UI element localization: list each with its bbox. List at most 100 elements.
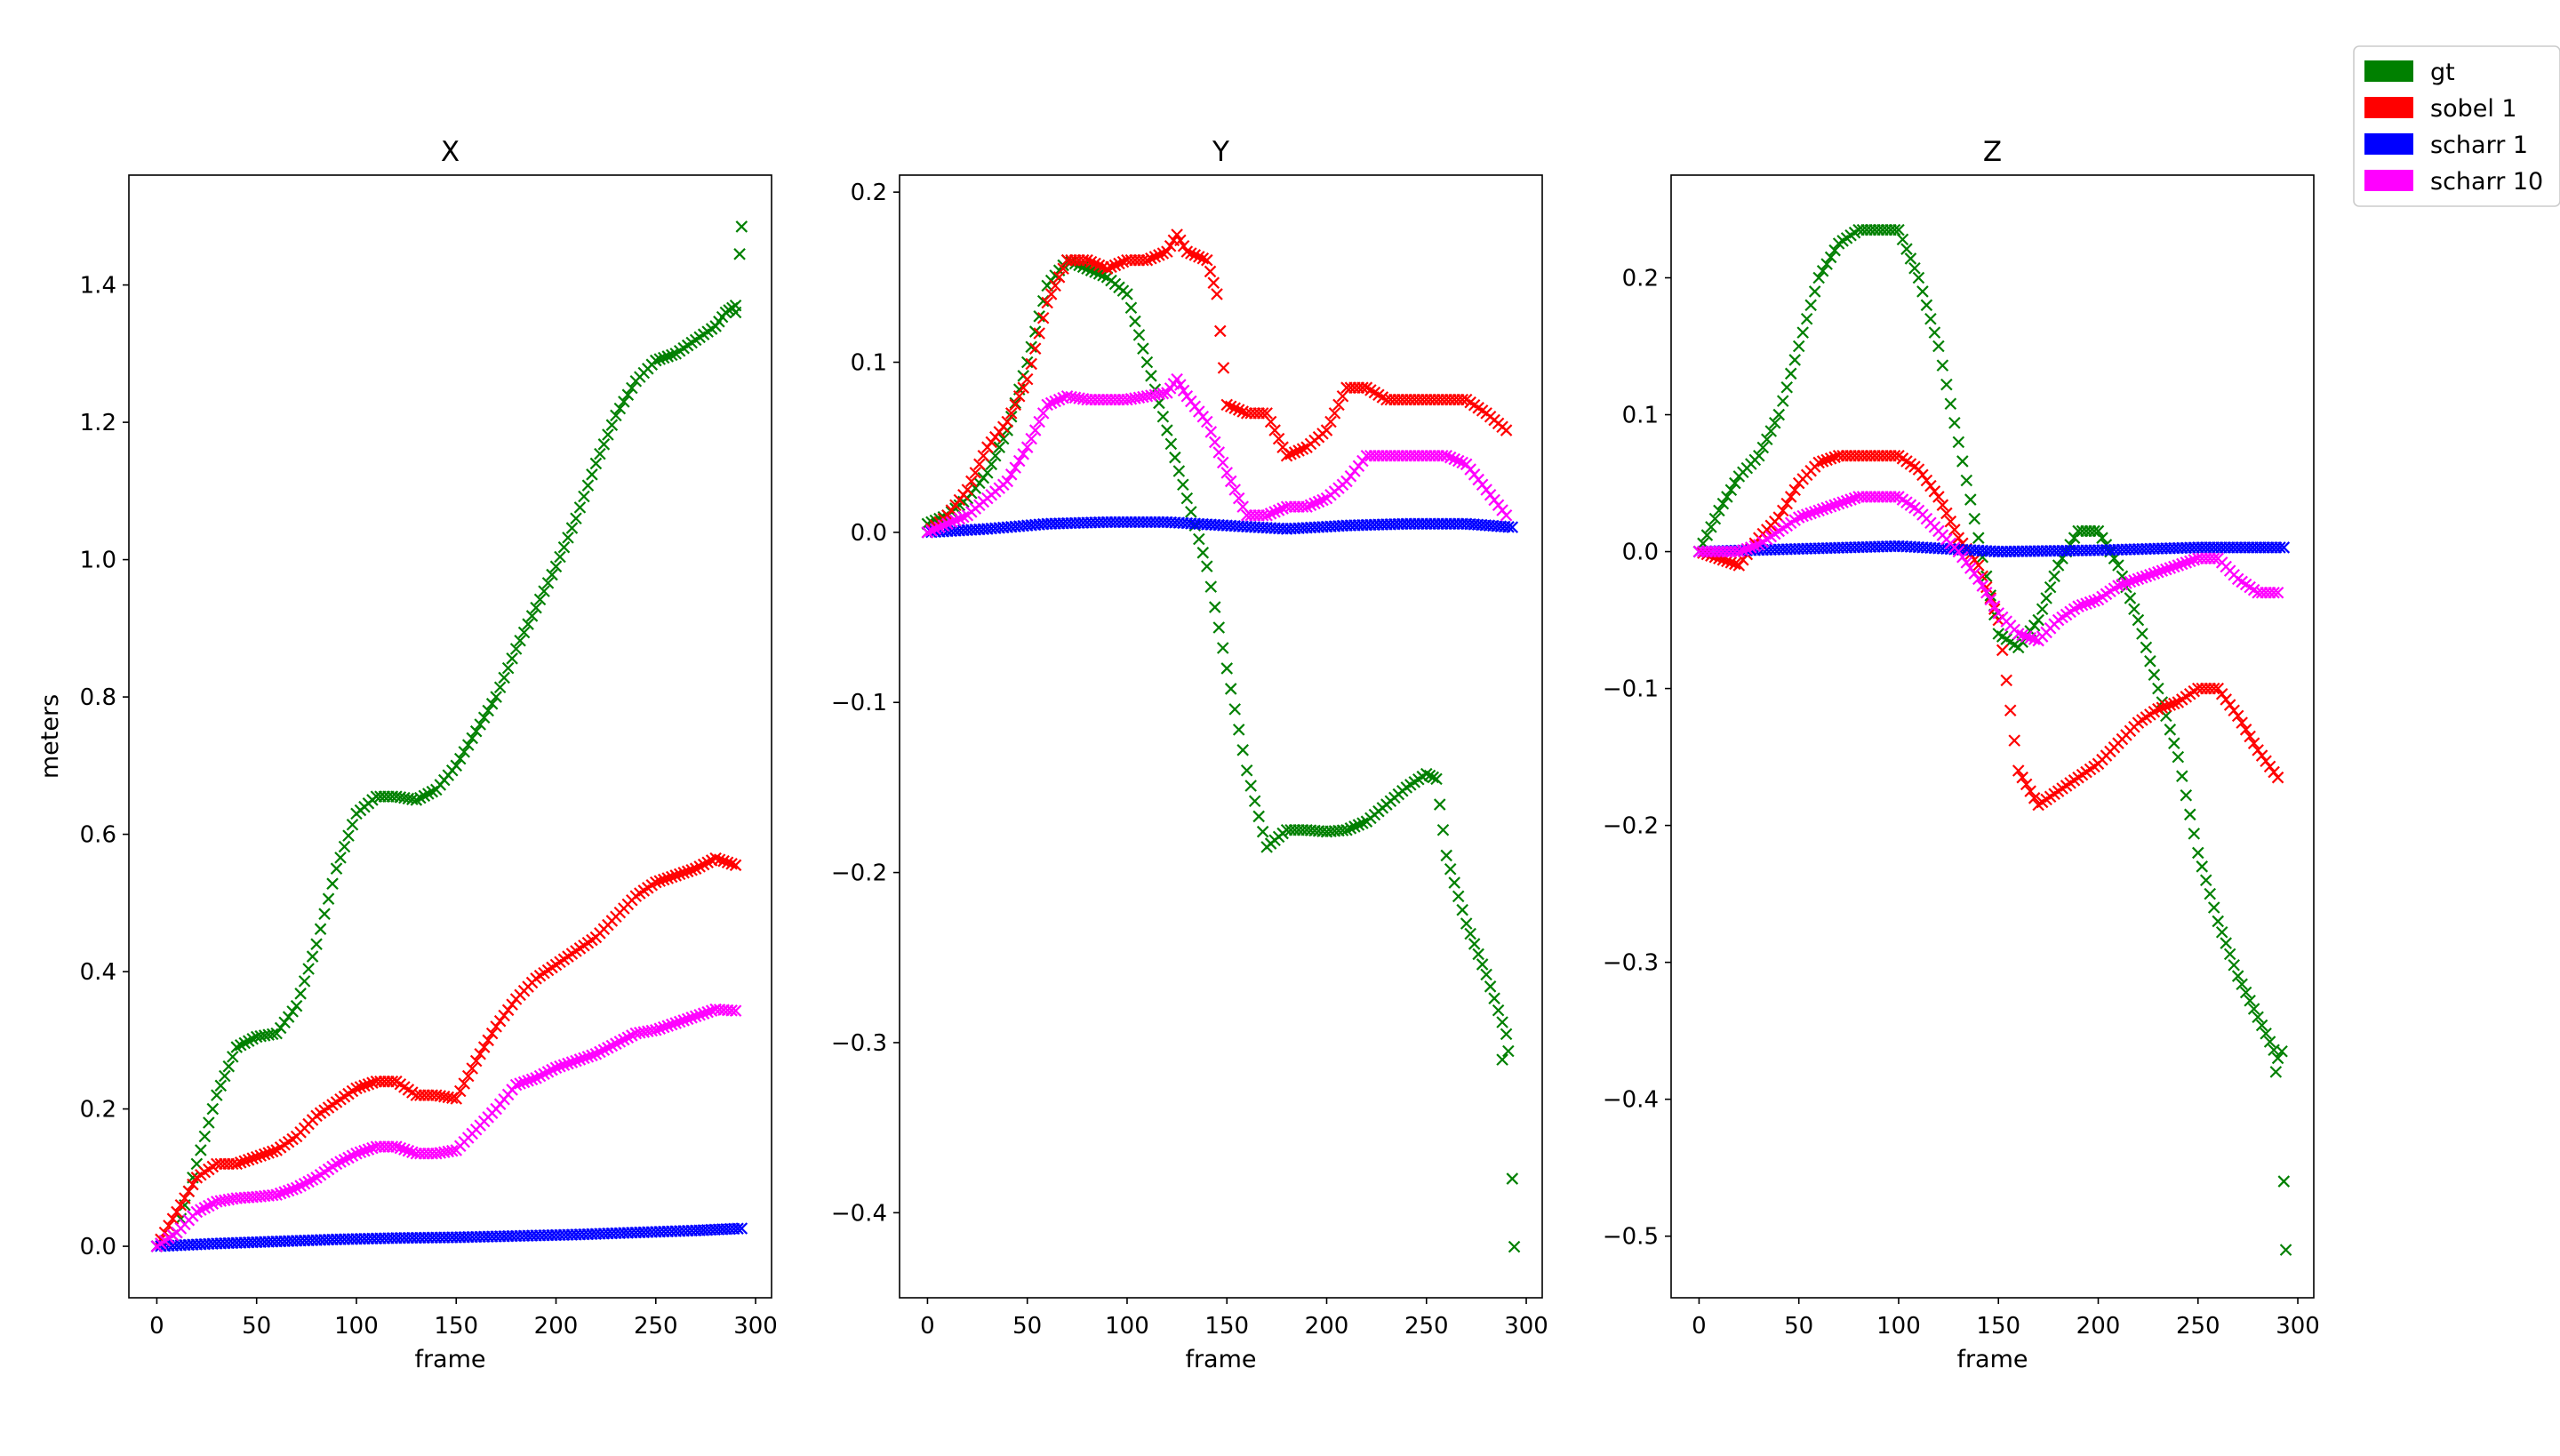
data-point (1193, 251, 1205, 263)
data-point (1049, 395, 1061, 408)
data-point (1213, 324, 1227, 338)
data-point (1745, 541, 1757, 554)
data-point (485, 698, 499, 710)
chart-panels: 0 50 100 150 200 250 300 0.0 0.2 0.4 0.6 0.8 1.0 1.2 1… (36, 136, 2320, 1373)
data-point (2255, 1019, 2268, 1032)
data-point (649, 876, 662, 889)
data-point (1800, 312, 1813, 325)
data-point (1940, 507, 1953, 520)
series-gt (1692, 223, 2284, 1065)
y-tick-label: −0.1 (1603, 676, 1659, 703)
data-point (1916, 285, 1929, 298)
data-point (274, 1187, 287, 1200)
y-axis-label: meters (36, 694, 64, 779)
data-point (2092, 524, 2105, 538)
data-point (649, 1023, 662, 1036)
data-point (1713, 504, 1725, 517)
legend-swatch (2364, 97, 2413, 118)
data-point (1792, 340, 1805, 353)
y-tick-label: 0.0 (851, 520, 887, 547)
data-point (1506, 1172, 1519, 1185)
data-point (2012, 628, 2025, 640)
data-point (1320, 424, 1333, 436)
x-tick-label: 50 (1784, 1313, 1813, 1340)
data-point (1201, 415, 1213, 428)
data-point (1020, 356, 1034, 369)
data-point (477, 1041, 491, 1053)
data-point (1180, 492, 1194, 505)
data-point (1316, 493, 1329, 507)
x-tick-label: 0 (149, 1313, 164, 1340)
data-point (171, 1205, 183, 1219)
data-point (318, 908, 331, 920)
data-point (2180, 788, 2193, 802)
data-point (1012, 389, 1026, 403)
legend-swatch (2364, 133, 2413, 155)
data-point (933, 512, 946, 525)
data-point (2239, 986, 2252, 999)
data-point (1304, 499, 1317, 512)
data-point (2128, 603, 2140, 616)
data-point (562, 532, 574, 544)
data-point (322, 892, 335, 905)
x-tick-label: 50 (1012, 1313, 1042, 1340)
y-tick-label: 1.2 (80, 410, 116, 436)
legend-swatch (2364, 60, 2413, 82)
data-point (2160, 563, 2172, 576)
data-point (2004, 704, 2017, 717)
data-point (713, 853, 726, 866)
data-point (2024, 785, 2036, 797)
y-tick-label: 1.0 (80, 548, 116, 574)
data-point (2112, 580, 2124, 592)
data-point (2168, 697, 2180, 710)
y-tick-label: 0.0 (1622, 540, 1659, 566)
data-point (354, 1081, 367, 1093)
legend-label: gt (2430, 59, 2455, 86)
data-point (362, 1143, 375, 1156)
data-point (1776, 504, 1789, 517)
data-point (2247, 737, 2260, 749)
data-point (1708, 512, 1722, 525)
data-point (1171, 228, 1183, 241)
data-point (2252, 744, 2264, 756)
data-point (453, 1084, 467, 1098)
data-point (2152, 702, 2164, 716)
data-point (1748, 540, 1762, 553)
data-point (1148, 251, 1162, 263)
data-point (1153, 249, 1165, 261)
data-point (1348, 820, 1361, 833)
data-point (1912, 271, 1925, 284)
data-point (1140, 356, 1154, 369)
data-point (286, 1005, 299, 1018)
data-point (1204, 580, 1218, 593)
data-point (1892, 223, 1905, 236)
data-point (1502, 1044, 1515, 1058)
data-point (735, 1222, 748, 1235)
data-point (1888, 449, 1901, 462)
data-point (1968, 567, 1981, 580)
data-point (1140, 253, 1154, 267)
data-point (1968, 512, 1981, 525)
data-point (949, 514, 962, 527)
data-point (2184, 808, 2196, 821)
data-point (1188, 249, 1202, 261)
data-point (1836, 496, 1849, 508)
data-point (2048, 570, 2060, 583)
data-point (450, 1092, 463, 1105)
data-point (509, 1078, 523, 1092)
data-point (522, 1075, 534, 1087)
data-point (657, 1020, 670, 1034)
data-point (1041, 296, 1053, 309)
data-point (929, 523, 942, 535)
data-point (1028, 342, 1042, 355)
x-tick-label: 150 (1204, 1313, 1249, 1340)
data-point (1972, 532, 1985, 544)
data-point (665, 348, 678, 362)
x-tick-label: 200 (534, 1313, 579, 1340)
data-point (2223, 699, 2236, 711)
data-point (2204, 887, 2217, 900)
data-point (1260, 407, 1273, 420)
data-point (1492, 1004, 1505, 1017)
data-point (733, 248, 746, 260)
data-point (1772, 408, 1786, 421)
